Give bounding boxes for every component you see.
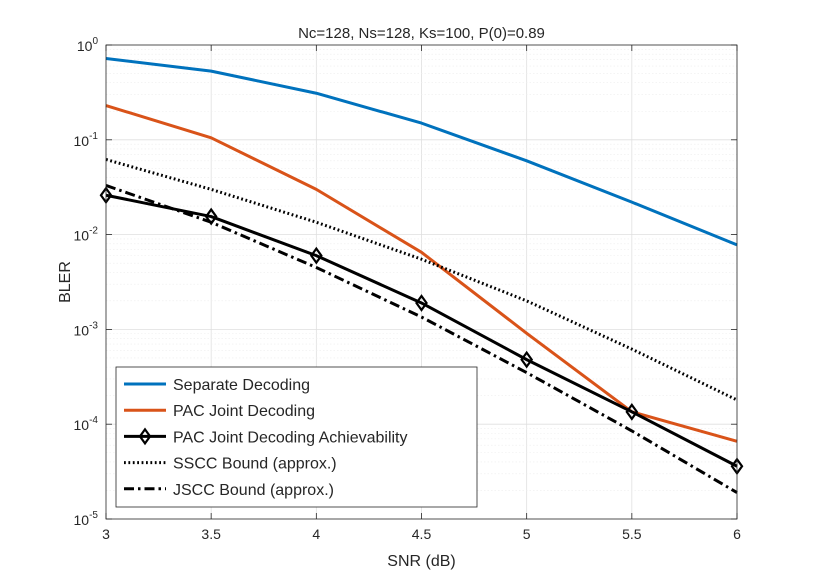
legend-marker	[138, 427, 152, 446]
series-line-separate-decoding	[105, 57, 738, 247]
x-tick-label: 3	[102, 526, 110, 542]
y-tick-label: 10-2	[74, 226, 99, 244]
chart-title: Nc=128, Ns=128, Ks=100, P(0)=0.89	[298, 25, 545, 42]
legend-label: PAC Joint Decoding Achievability	[173, 429, 408, 446]
x-tick-label: 6	[733, 526, 741, 542]
ticks-layer: 3 3.5 4 4.5 5 5.5 6 100 10-1 10-2 10-3 10-4 10-5	[74, 36, 742, 542]
y-tick-label: 10-1	[74, 131, 99, 149]
legend-box	[115, 366, 478, 508]
x-tick-label: 3.5	[201, 526, 221, 542]
data-point-marker	[520, 350, 534, 369]
x-tick-label: 5	[523, 526, 531, 542]
series-line-pac-joint-decoding-achievability	[105, 193, 738, 468]
y-tick-label: 100	[77, 36, 99, 54]
y-axis-label: BLER	[57, 261, 74, 303]
y-tick-label: 10-4	[74, 415, 99, 433]
x-tick-label: 5.5	[622, 526, 642, 542]
data-point-marker	[625, 402, 639, 421]
data-point-marker	[309, 246, 323, 265]
y-tick-label: 10-3	[74, 320, 99, 338]
y-tick-label: 10-5	[74, 510, 99, 528]
x-tick-label: 4	[312, 526, 320, 542]
series-layer	[99, 57, 744, 494]
legend-label: Separate Decoding	[173, 377, 310, 394]
legend-label: JSCC Bound (approx.)	[173, 482, 334, 499]
series-line-sscc-bound-approx	[105, 158, 738, 402]
x-axis-label: SNR (dB)	[387, 553, 455, 570]
x-tick-label: 4.5	[412, 526, 432, 542]
data-point-marker	[415, 294, 428, 312]
legend-label: SSCC Bound (approx.)	[173, 456, 337, 473]
series-line-jscc-bound-approx	[105, 184, 738, 494]
legend: Separate Decoding PAC Joint Decoding PAC J…	[115, 366, 478, 508]
legend-label: PAC Joint Decoding	[173, 403, 315, 420]
